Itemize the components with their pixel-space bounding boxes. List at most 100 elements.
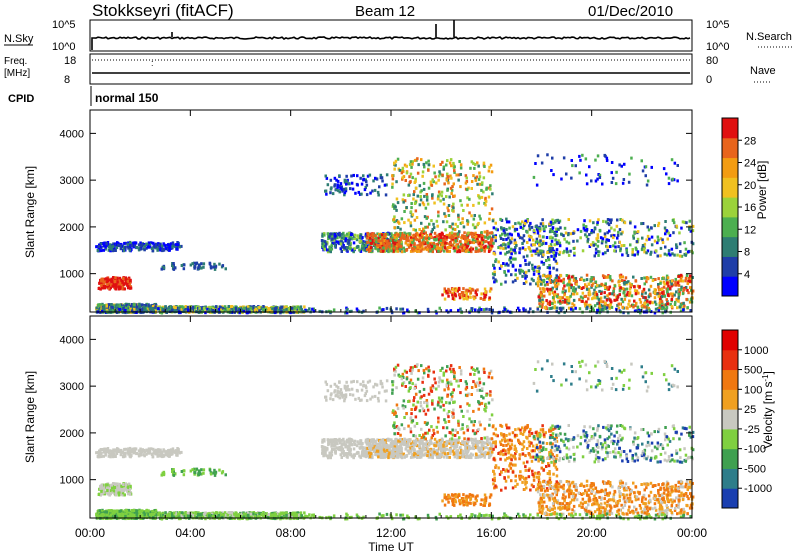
power-cell <box>358 192 362 196</box>
power-cell <box>657 294 660 298</box>
power-cell <box>633 309 637 313</box>
power-cell <box>207 308 211 312</box>
power-cell <box>112 283 116 287</box>
power-cell <box>293 306 296 310</box>
power-cell <box>391 174 394 178</box>
power-cell <box>620 232 623 236</box>
power-cell <box>535 247 539 251</box>
power-cell <box>379 176 383 180</box>
power-cell <box>625 293 629 297</box>
power-cell <box>414 234 417 238</box>
power-cell <box>421 201 425 205</box>
power-cell <box>672 221 676 225</box>
power-cell <box>484 199 488 203</box>
power-cell <box>171 243 175 247</box>
colorbar-tick-label: 24 <box>744 158 756 170</box>
power-cell <box>546 287 549 291</box>
power-cell <box>551 291 555 295</box>
power-cell <box>607 275 610 279</box>
power-cell <box>571 302 574 306</box>
power-cell <box>600 292 603 295</box>
power-cell <box>621 218 624 222</box>
power-cell <box>330 186 333 190</box>
power-cell <box>566 302 569 306</box>
power-cell <box>543 294 546 298</box>
power-cell <box>476 182 479 186</box>
power-cell <box>162 266 166 270</box>
power-cell <box>146 307 149 311</box>
power-cell <box>445 289 448 293</box>
power-cell <box>145 309 148 313</box>
power-cell <box>469 309 472 313</box>
power-cell <box>605 156 609 160</box>
power-cell <box>601 239 604 243</box>
power-cell <box>591 282 595 286</box>
power-cell <box>511 257 515 261</box>
power-cell <box>478 175 482 179</box>
power-cell <box>393 235 396 239</box>
power-cell <box>584 302 588 306</box>
power-cell <box>366 231 369 235</box>
power-cell <box>459 163 463 167</box>
power-cell <box>551 306 555 310</box>
power-cell <box>461 243 465 247</box>
power-cell <box>487 169 491 173</box>
power-cell <box>538 298 541 302</box>
power-cell <box>688 227 691 231</box>
power-cell <box>602 219 605 223</box>
velocity-cell <box>103 492 107 496</box>
power-cell <box>498 266 502 270</box>
power-cell <box>483 165 486 168</box>
power-cell <box>183 263 186 267</box>
power-cell <box>462 246 466 250</box>
power-cell <box>647 306 650 310</box>
power-cell <box>133 307 136 311</box>
power-cell <box>438 238 441 242</box>
power-cell <box>538 243 541 247</box>
power-cell <box>246 307 250 311</box>
power-cell <box>563 249 566 253</box>
power-cell <box>666 237 669 241</box>
power-cell <box>206 307 209 311</box>
power-cell <box>541 249 544 253</box>
power-cell <box>413 158 417 162</box>
power-cell <box>168 248 171 252</box>
power-cell <box>511 280 515 284</box>
power-cell <box>565 250 569 254</box>
power-cell <box>154 242 158 246</box>
power-cell <box>605 275 609 279</box>
power-cell <box>569 249 572 253</box>
power-cell <box>318 309 321 313</box>
power-cell <box>262 308 265 312</box>
power-cell <box>343 237 346 241</box>
power-cell <box>523 282 526 285</box>
power-cell <box>323 244 326 248</box>
power-cell <box>420 245 424 249</box>
velocity-cell <box>147 509 150 513</box>
power-cell <box>561 290 564 294</box>
power-cell <box>646 303 649 307</box>
power-cell <box>481 239 484 243</box>
power-cell <box>590 179 593 183</box>
power-cell <box>331 192 335 196</box>
power-cell <box>221 309 224 313</box>
colorbar-segment <box>722 197 738 218</box>
power-cell <box>586 237 590 241</box>
power-cell <box>618 293 621 297</box>
power-cell <box>491 272 495 276</box>
power-cell <box>556 293 560 297</box>
power-cell <box>420 158 423 162</box>
power-cell <box>369 246 373 250</box>
power-cell <box>97 287 101 290</box>
power-cell <box>449 158 453 162</box>
power-cell <box>683 220 686 224</box>
power-cell <box>476 238 480 242</box>
power-cell <box>345 248 348 252</box>
power-cell <box>427 237 431 241</box>
power-cell <box>629 221 632 225</box>
power-cell <box>591 307 595 311</box>
power-colorbar-label: Power [dB] <box>755 161 769 220</box>
power-cell <box>555 309 558 313</box>
power-cell <box>653 300 657 304</box>
